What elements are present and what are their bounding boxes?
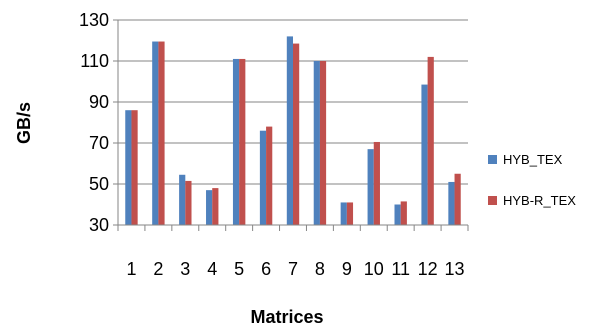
bar-hyb-r-tex-5: [239, 58, 246, 226]
x-tick-label: 2: [153, 259, 163, 279]
bar-hyb-tex-5: [232, 58, 240, 226]
bar-hyb-tex-2: [152, 41, 159, 226]
bar-hyb-tex-1: [125, 110, 132, 225]
bar-hyb-tex-7: [286, 36, 293, 226]
x-tick-label: 9: [342, 259, 352, 279]
legend-label-hyb-tex: HYB_TEX: [503, 152, 563, 167]
bar-hyb-r-tex-13: [454, 173, 461, 225]
y-tick-label: 130: [79, 10, 109, 30]
bar-hyb-r-tex-11: [400, 201, 407, 225]
x-tick-label: 10: [364, 259, 384, 279]
x-tick-label: 8: [315, 259, 325, 279]
legend-label-hyb-r-tex: HYB-R_TEX: [503, 193, 576, 208]
bars: [125, 36, 461, 226]
bar-hyb-r-tex-8: [319, 61, 327, 225]
x-axis-title: Matrices: [250, 307, 323, 327]
y-tick-labels: 30 50 70 90 110 130: [79, 10, 109, 235]
bar-hyb-tex-8: [313, 61, 320, 225]
x-tick-label: 5: [234, 259, 244, 279]
y-tick-label: 50: [89, 174, 109, 194]
y-tick-label: 70: [89, 133, 109, 153]
x-tick-label: 11: [391, 259, 410, 279]
bar-hyb-tex-11: [394, 204, 401, 225]
axes: [113, 19, 469, 231]
bar-hyb-tex-13: [448, 181, 455, 225]
bar-hyb-tex-12: [421, 84, 428, 225]
y-tick-label: 110: [80, 51, 109, 71]
bar-hyb-r-tex-3: [185, 180, 192, 225]
x-tick-labels: 1 2 3 4 5 6 7 8 9 10 11 12 13: [126, 259, 464, 279]
y-tick-label: 30: [89, 215, 109, 235]
x-tick-label: 1: [126, 259, 136, 279]
bar-hyb-tex-9: [340, 202, 347, 225]
bar-hyb-tex-4: [206, 190, 213, 225]
legend: HYB_TEX HYB-R_TEX: [488, 152, 576, 208]
y-tick-label: 90: [89, 92, 109, 112]
bar-hyb-r-tex-6: [266, 126, 273, 225]
bar-hyb-r-tex-7: [293, 43, 300, 226]
bar-hyb-r-tex-9: [346, 202, 354, 225]
x-tick-label: 4: [207, 259, 217, 279]
x-tick-label: 13: [445, 259, 465, 279]
bar-hyb-tex-10: [367, 149, 374, 225]
bar-hyb-tex-6: [259, 130, 267, 225]
x-tick-label: 7: [288, 259, 298, 279]
x-tick-label: 12: [418, 259, 438, 279]
legend-swatch-hyb-r-tex: [488, 196, 497, 205]
bar-hyb-r-tex-1: [131, 110, 138, 225]
bar-hyb-r-tex-2: [158, 41, 165, 226]
x-tick-label: 3: [180, 259, 190, 279]
bar-hyb-r-tex-10: [373, 141, 380, 225]
bar-hyb-r-tex-4: [212, 188, 219, 225]
legend-swatch-hyb-tex: [488, 155, 497, 164]
y-axis-title: GB/s: [14, 102, 34, 144]
x-tick-label: 6: [261, 259, 271, 279]
bar-hyb-tex-3: [179, 174, 186, 225]
bar-hyb-r-tex-12: [427, 56, 434, 226]
